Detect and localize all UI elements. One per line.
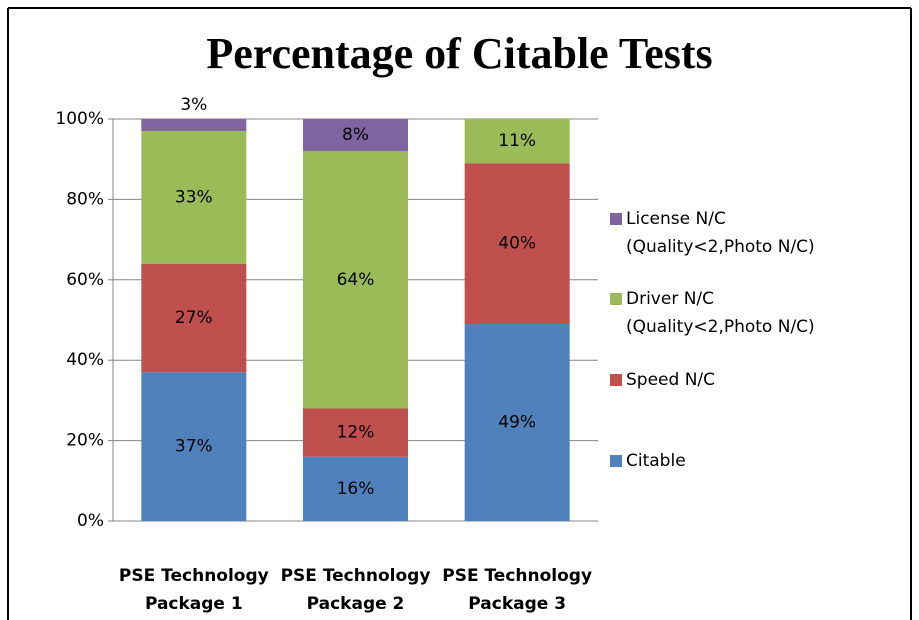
y-tick-label: 80% bbox=[66, 189, 104, 209]
bar-segment bbox=[303, 456, 408, 521]
data-label: 40% bbox=[498, 234, 536, 254]
bar-segment bbox=[303, 151, 408, 409]
data-label: 33% bbox=[175, 187, 213, 207]
chart-title: Percentage of Citable Tests bbox=[206, 29, 713, 78]
y-tick-label: 40% bbox=[66, 350, 104, 370]
bar-segment bbox=[141, 372, 247, 521]
legend-swatch bbox=[610, 374, 622, 386]
bar-segment bbox=[141, 263, 247, 373]
bar-segment bbox=[464, 163, 570, 325]
legend-label: Speed N/C bbox=[626, 370, 716, 390]
data-label: 27% bbox=[175, 308, 213, 328]
bar-segment bbox=[303, 408, 408, 457]
x-tick-label: PSE Technology Package 3 bbox=[442, 566, 593, 614]
bar-segment bbox=[464, 119, 570, 164]
x-tick-label: PSE Technology Package 1 bbox=[118, 566, 269, 614]
data-label: 64% bbox=[337, 270, 375, 290]
legend-label: Citable bbox=[626, 451, 686, 471]
y-tick-label: 100% bbox=[55, 109, 104, 129]
data-label: 12% bbox=[337, 423, 375, 443]
bar-segment bbox=[303, 119, 408, 152]
data-label: 49% bbox=[498, 413, 536, 433]
bar-segment bbox=[141, 131, 247, 264]
legend-swatch bbox=[610, 293, 622, 305]
data-label: 16% bbox=[337, 479, 375, 499]
data-label: 8% bbox=[342, 125, 369, 145]
legend-label: License N/C (Quality<2,Photo N/C) bbox=[626, 209, 815, 257]
data-label: 37% bbox=[175, 437, 213, 457]
data-label: 3% bbox=[180, 95, 207, 115]
bar-segment bbox=[464, 324, 570, 521]
y-tick-label: 60% bbox=[66, 270, 104, 290]
x-tick-label: PSE Technology Package 2 bbox=[280, 566, 431, 614]
y-tick-label: 0% bbox=[77, 511, 104, 531]
data-label: 11% bbox=[498, 131, 536, 151]
legend-label: Driver N/C (Quality<2,Photo N/C) bbox=[626, 289, 815, 337]
bar-segment bbox=[141, 119, 247, 132]
legend-swatch bbox=[610, 455, 622, 467]
y-tick-label: 20% bbox=[66, 431, 104, 451]
legend-swatch bbox=[610, 213, 622, 225]
